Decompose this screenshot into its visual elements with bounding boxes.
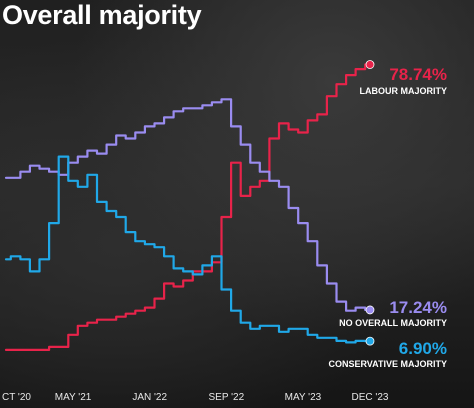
value-label-no_overall: 17.24%: [389, 298, 447, 317]
end-marker-conservative: [365, 336, 375, 346]
x-tick-label: MAY '23: [285, 392, 322, 403]
chart-title: Overall majority: [2, 0, 202, 30]
value-label-conservative: 6.90%: [399, 339, 447, 358]
series-line-conservative: [4, 155, 372, 344]
series-name-labour: LABOUR MAJORITY: [360, 86, 448, 96]
series-line-labour: [4, 63, 372, 351]
end-marker-labour: [365, 60, 375, 69]
x-tick-label: SEP '22: [208, 392, 244, 403]
value-label-labour: 78.74%: [389, 65, 447, 84]
x-tick-label: MAY '21: [55, 392, 92, 403]
series-name-no_overall: NO OVERALL MAJORITY: [339, 318, 447, 328]
series-name-conservative: CONSERVATIVE MAJORITY: [328, 359, 447, 369]
x-tick-label: CT '20: [2, 392, 31, 403]
series-line-no_overall: [4, 98, 372, 312]
x-tick-label: JAN '22: [132, 392, 167, 403]
end-marker-no_overall: [365, 305, 375, 315]
x-tick-label: DEC '23: [352, 392, 389, 403]
